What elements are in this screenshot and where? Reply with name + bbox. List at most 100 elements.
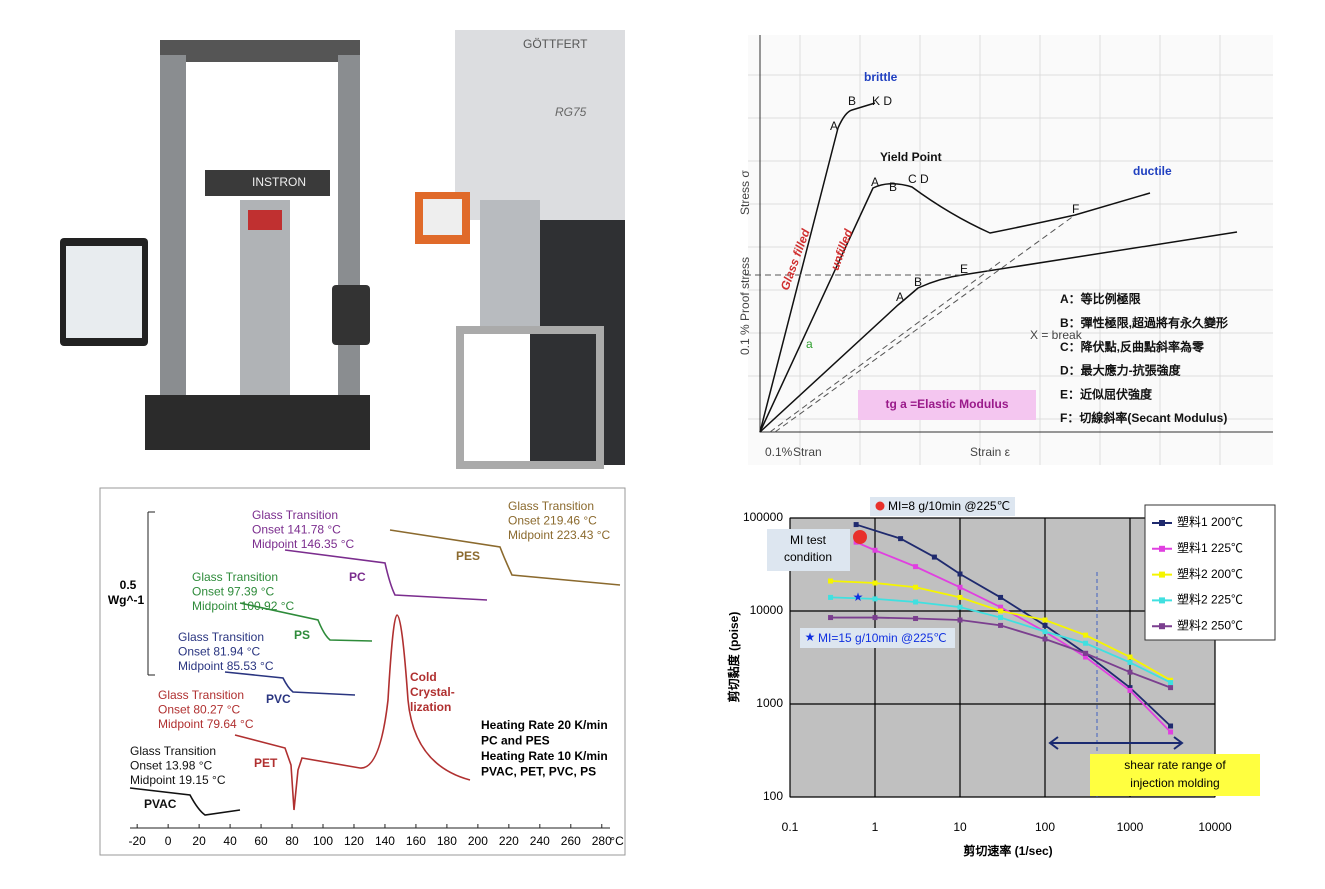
rheometer-column — [530, 220, 625, 465]
transition-label: Glass Transition — [252, 508, 338, 522]
screen-display — [423, 199, 462, 235]
x-axis-label: 剪切速率 (1/sec) — [963, 843, 1052, 858]
series-point — [998, 615, 1004, 621]
series-point — [1042, 636, 1048, 642]
crosshead — [205, 170, 330, 196]
grips — [240, 200, 290, 400]
diagram-label: Yield Point — [880, 150, 942, 164]
legend-label: 塑料1 225℃ — [1177, 540, 1243, 555]
transition-label: Onset 81.94 °C — [178, 645, 261, 659]
legend-label: 塑料2 200℃ — [1177, 566, 1243, 581]
sample-label: PVAC — [144, 797, 177, 811]
series-point — [913, 564, 919, 570]
mi-dot — [853, 530, 867, 544]
legend-label: 塑料1 200℃ — [1177, 514, 1243, 529]
annotation: injection molding — [1130, 776, 1219, 790]
series-point — [872, 615, 878, 621]
curve-pet — [234, 614, 471, 811]
legend-marker — [1159, 545, 1165, 552]
series-point — [1168, 685, 1174, 691]
stress-strain-diagram: tg a =Elastic Modulus brittle Yield Point… — [738, 35, 1273, 465]
series-point — [853, 522, 859, 528]
annotation: MI=8 g/10min @225℃ — [888, 499, 1010, 513]
legend-entry: E：近似屈伏強度 — [1060, 386, 1153, 401]
transition-label: Glass Transition — [192, 570, 278, 584]
point-label: B — [889, 180, 897, 194]
legend-marker — [1159, 597, 1165, 604]
sample-label: PC — [349, 570, 366, 584]
x-tick-label: 260 — [561, 834, 581, 848]
mi15-box — [800, 628, 955, 648]
axis-label: X = break — [1030, 328, 1083, 342]
x-axis-label: °C — [610, 834, 624, 848]
scale-label: Wg^-1 — [108, 593, 145, 607]
series-point — [828, 578, 834, 584]
plot-area — [789, 517, 1216, 798]
x-tick-label: 100 — [313, 834, 333, 848]
transition-label: Midpoint 100.92 °C — [192, 599, 295, 613]
series-point — [913, 616, 919, 622]
series-point — [1042, 629, 1048, 635]
point-label: B — [914, 275, 922, 289]
series-point — [1127, 669, 1133, 675]
legend-entry: B：彈性極限,超過將有永久變形 — [1060, 315, 1228, 330]
series-point — [913, 584, 919, 590]
legend-entry: C：降伏點,反曲點斜率為零 — [1060, 339, 1205, 354]
x-tick-label: 200 — [468, 834, 488, 848]
modulus-label: tg a =Elastic Modulus — [885, 397, 1008, 411]
frame-top — [160, 40, 360, 62]
diagram-grid — [748, 35, 1273, 465]
viscosity-chart: 0.1 1 10 100 1000 10000 100 1000 10000 100000 塑料1 … — [726, 497, 1276, 858]
series-point — [957, 584, 963, 590]
curve-pc — [284, 549, 488, 601]
x-tick-label: 0.1 — [782, 820, 799, 834]
transition-label: Glass Transition — [130, 744, 216, 758]
series-point — [1168, 729, 1174, 735]
rheometer-head — [455, 30, 625, 220]
series-point — [998, 604, 1004, 610]
sample-label: PES — [456, 549, 480, 563]
series-point — [998, 622, 1004, 628]
series-point — [1083, 654, 1089, 660]
series-point — [998, 594, 1004, 600]
x-tick-label: 1 — [872, 820, 879, 834]
transition-label: Glass Transition — [508, 499, 594, 513]
series-point — [957, 617, 963, 623]
photo: GÖTTFERT RG75 INSTRON — [60, 30, 625, 469]
scale-bracket — [147, 511, 155, 676]
x-tick-label: 100 — [1035, 820, 1055, 834]
table-frame — [456, 326, 604, 469]
curve-pvac — [129, 787, 241, 816]
mi8-dot — [875, 501, 885, 511]
legend-marker — [1159, 623, 1165, 630]
axis-label: 0.1 % Proof stress — [738, 257, 752, 355]
photo-label: RG75 — [555, 105, 587, 119]
peak-label: Cold — [410, 670, 437, 684]
transition-label: Onset 97.39 °C — [192, 585, 275, 599]
series-point — [872, 580, 878, 586]
barrel — [480, 200, 540, 330]
sample-label: PS — [294, 628, 310, 642]
series-point — [1127, 659, 1133, 665]
column — [160, 55, 186, 400]
point-label: C D — [908, 172, 929, 186]
axis-label: Strain ε — [970, 445, 1011, 459]
x-tick-label: 1000 — [1117, 820, 1144, 834]
peak-label: Crystal- — [410, 685, 455, 699]
series-point — [1042, 622, 1048, 628]
x-tick-label: 160 — [406, 834, 426, 848]
x-tick-label: 120 — [344, 834, 364, 848]
series-point — [1127, 654, 1133, 660]
legend-label: 塑料2 250℃ — [1177, 617, 1243, 632]
y-tick-label: 100000 — [743, 510, 783, 524]
grid-v — [799, 35, 1221, 465]
point-label: A — [830, 119, 838, 133]
transition-label: Onset 80.27 °C — [158, 703, 241, 717]
mi-test-box — [767, 529, 850, 571]
modulus-box — [858, 390, 1036, 420]
series-point — [931, 554, 937, 560]
x-tick-label: 10000 — [1198, 820, 1232, 834]
curve-pvc — [224, 671, 356, 696]
axis-label: Stran — [793, 445, 822, 459]
